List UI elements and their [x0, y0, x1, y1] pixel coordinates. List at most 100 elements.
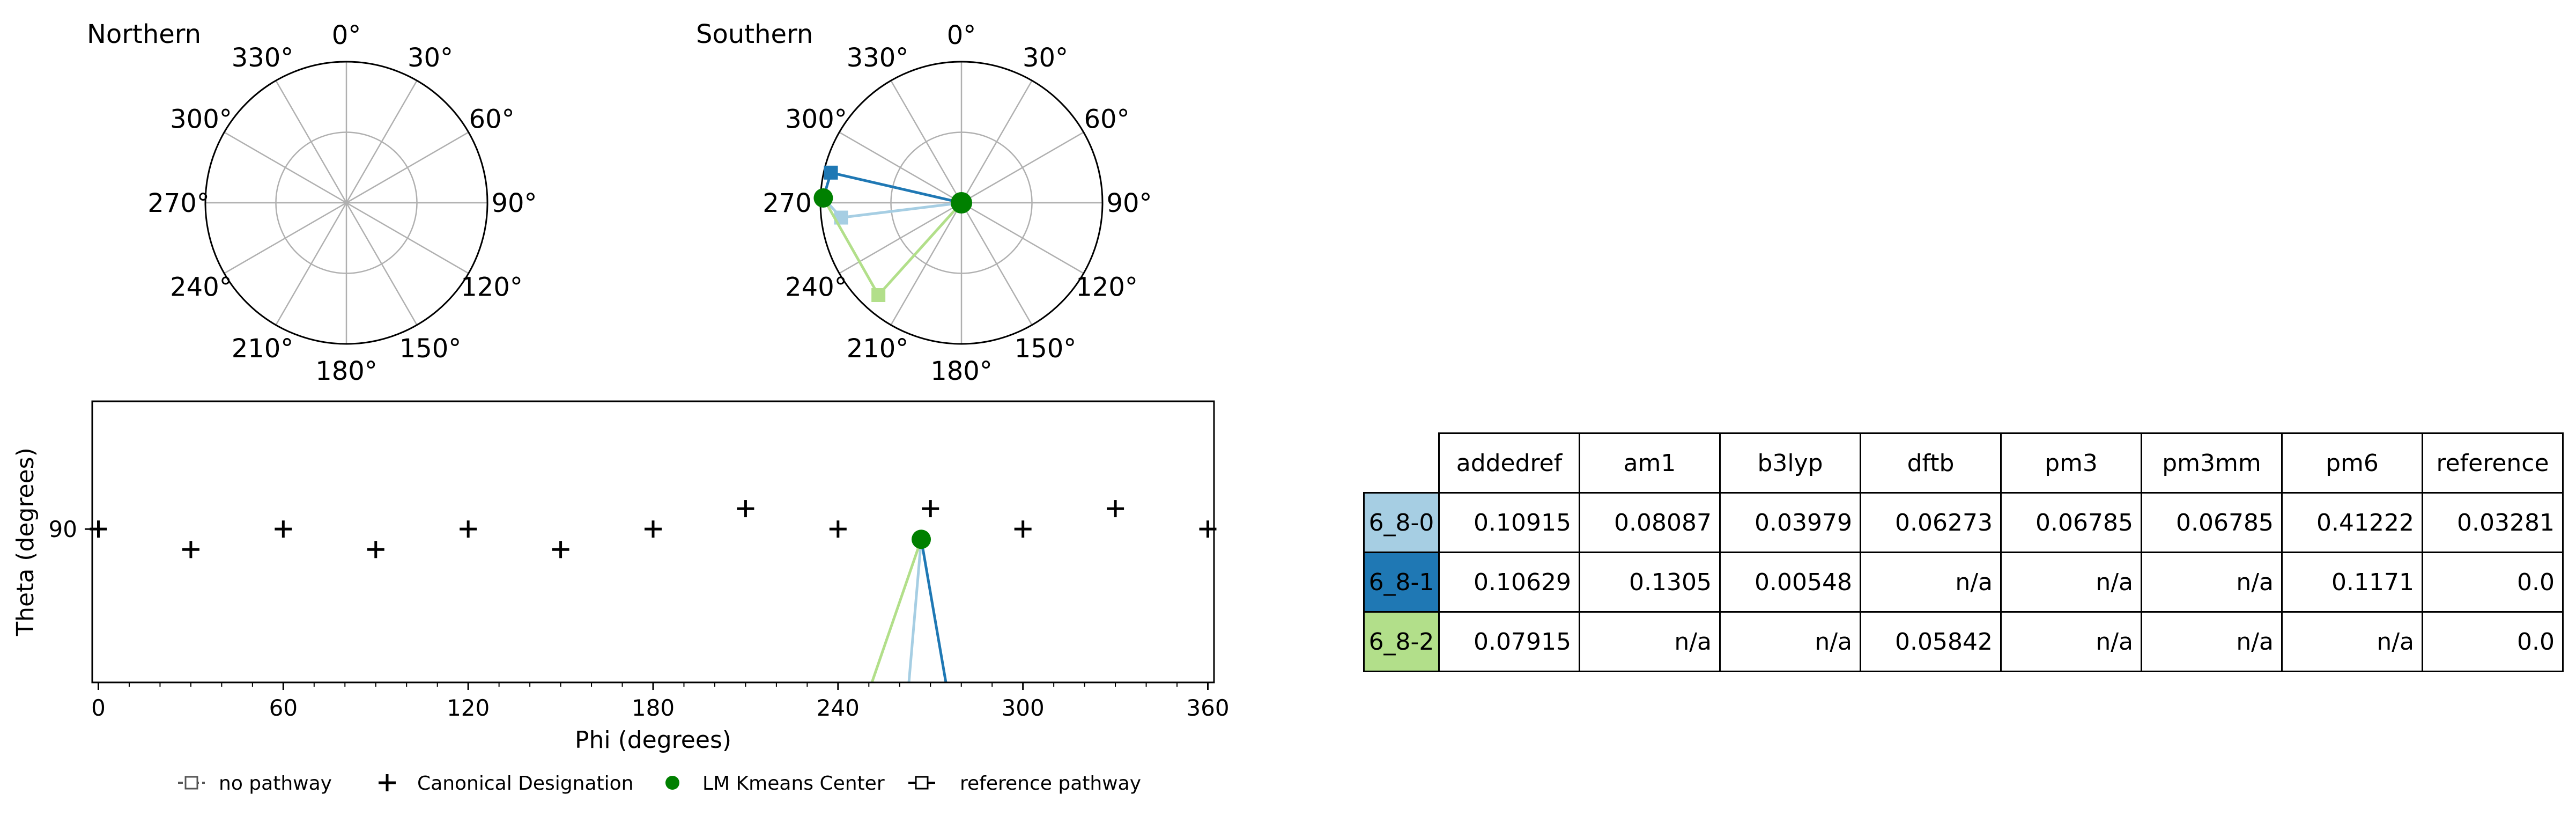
polar-south-tick-label: 240°	[785, 273, 847, 303]
legend-label: LM Kmeans Center	[702, 773, 885, 795]
legend-reference-marker	[915, 776, 929, 790]
lm-kmeans-center-point	[912, 530, 931, 549]
x-tick-label: 300	[1002, 695, 1045, 721]
polar-south-tick-label: 30°	[1023, 43, 1068, 73]
southern-lm-kmeans-point	[813, 188, 833, 208]
table-cell: 0.03281	[2422, 492, 2564, 553]
table-cell: 0.10915	[1438, 492, 1580, 553]
pathway-line-0	[870, 539, 923, 682]
polar-north-tick-label: 150°	[399, 334, 462, 364]
table-cell: 0.03979	[1719, 492, 1861, 553]
polar-south-tick-label: 330°	[847, 43, 909, 73]
northern-polar-plot: Northern 0° 30° 60° 90° 120° 150° 180° 210° 240° 2…	[87, 19, 537, 386]
x-tick-label: 240	[817, 695, 860, 721]
table-cell: n/a	[1860, 552, 2002, 613]
table-cell: n/a	[2000, 611, 2142, 672]
table-column-header: reference	[2422, 432, 2564, 494]
legend-label: Canonical Designation	[417, 773, 633, 795]
table-cell: n/a	[2141, 552, 2283, 613]
polar-south-tick-label: 270°	[763, 188, 825, 218]
phi-theta-plot: 0 60 120 180 240 300 360 90 Phi (degrees) Theta (…	[12, 400, 1230, 754]
canonical-designation-marker	[552, 541, 569, 558]
table-row-label: 6_8-0	[1363, 492, 1440, 553]
polar-north-tick-label: 90°	[491, 188, 537, 218]
pathway-line-1	[907, 539, 923, 682]
table-cell: n/a	[2281, 611, 2423, 672]
table-column-header: pm3	[2000, 432, 2142, 494]
canonical-designation-marker	[275, 520, 292, 538]
southern-series-marker-1	[824, 165, 838, 180]
table-cell: n/a	[2000, 552, 2142, 613]
table-corner	[1364, 433, 1439, 493]
canonical-designation-marker	[1199, 520, 1217, 538]
southern-series-line-1	[822, 171, 962, 204]
canonical-designation-marker	[1014, 520, 1032, 538]
table-column-header: b3lyp	[1719, 432, 1861, 494]
table-row-label: 6_8-2	[1363, 611, 1440, 672]
polar-north-tick-label: 330°	[232, 43, 294, 73]
table-cell: 0.07915	[1438, 611, 1580, 672]
legend-kmeans-marker	[665, 776, 679, 790]
pathway-lines	[870, 539, 948, 682]
table-row: 6_8-2 0.07915 n/a n/a 0.05842 n/a n/a n/a 0.0	[1363, 611, 2564, 672]
polar-south-tick-label: 0°	[947, 20, 976, 50]
table-column-header: addedref	[1438, 432, 1580, 494]
table-cell: n/a	[1719, 611, 1861, 672]
pathway-metrics-table: addedref am1 b3lyp dftb pm3 pm3mm pm6 reference…	[1363, 432, 2564, 672]
table-cell: 0.05842	[1860, 611, 2002, 672]
canonical-designation-marker	[829, 520, 847, 538]
table-header-row: addedref am1 b3lyp dftb pm3 pm3mm pm6 reference	[1364, 432, 2564, 494]
table-cell: 0.1305	[1579, 552, 1721, 613]
table-column-header: am1	[1579, 432, 1721, 494]
southern-center-point	[951, 192, 972, 214]
table-cell: 0.1171	[2281, 552, 2423, 613]
canonical-designation-marker	[737, 500, 754, 518]
polar-south-ring-grid	[890, 131, 1033, 274]
table-cell: n/a	[2141, 611, 2283, 672]
canonical-designation-marker	[1107, 500, 1124, 518]
y-axis-label: Theta (degrees)	[12, 447, 39, 636]
x-tick-label: 60	[269, 695, 298, 721]
table-column-header: pm6	[2281, 432, 2423, 494]
table-row-label: 6_8-1	[1363, 552, 1440, 613]
polar-south-tick-label: 210°	[847, 334, 909, 364]
polar-south-title: Southern	[696, 19, 813, 49]
polar-south-tick-label: 180°	[930, 356, 993, 386]
canonical-designation-marker	[367, 541, 384, 558]
table-column-header: pm3mm	[2141, 432, 2283, 494]
table-cell: 0.06785	[2000, 492, 2142, 553]
x-tick-label: 120	[447, 695, 490, 721]
polar-north-tick-label: 120°	[461, 273, 523, 303]
polar-north-tick-label: 300°	[170, 105, 232, 135]
pathway-line-2	[920, 539, 948, 682]
polar-north-tick-label: 210°	[232, 334, 294, 364]
legend-no-pathway-marker	[184, 776, 198, 790]
polar-north-ring-grid	[275, 131, 418, 274]
southern-polar-plot: Southern 0° 30° 60° 90° 120° 150° 180° 210° 240° 2…	[696, 19, 1152, 386]
x-axis-label: Phi (degrees)	[575, 726, 731, 754]
y-tick-label: 90	[49, 516, 77, 542]
x-tick-label: 0	[91, 695, 106, 721]
table-cell: 0.41222	[2281, 492, 2423, 553]
legend-label: reference pathway	[960, 773, 1141, 795]
table-cell: 0.0	[2422, 552, 2564, 613]
legend: no pathway Canonical Designation LM Kmeans…	[178, 773, 1141, 795]
canonical-designation-marker	[460, 520, 477, 538]
table-cell: 0.10629	[1438, 552, 1580, 613]
table-cell: 0.06273	[1860, 492, 2002, 553]
table-cell: 0.00548	[1719, 552, 1861, 613]
table-cell: 0.06785	[2141, 492, 2283, 553]
canonical-designation-marker	[182, 541, 199, 558]
table-cell: n/a	[1579, 611, 1721, 672]
polar-north-tick-label: 240°	[170, 273, 232, 303]
plot-frame	[91, 400, 1215, 683]
polar-north-tick-label: 180°	[315, 356, 377, 386]
polar-north-tick-label: 270°	[147, 188, 210, 218]
southern-series-marker-2	[871, 288, 886, 302]
legend-label: no pathway	[219, 773, 332, 795]
polar-south-tick-label: 120°	[1076, 273, 1138, 303]
polar-south-tick-label: 60°	[1084, 105, 1130, 135]
polar-north-tick-label: 0°	[332, 20, 361, 50]
polar-north-title: Northern	[87, 19, 201, 49]
